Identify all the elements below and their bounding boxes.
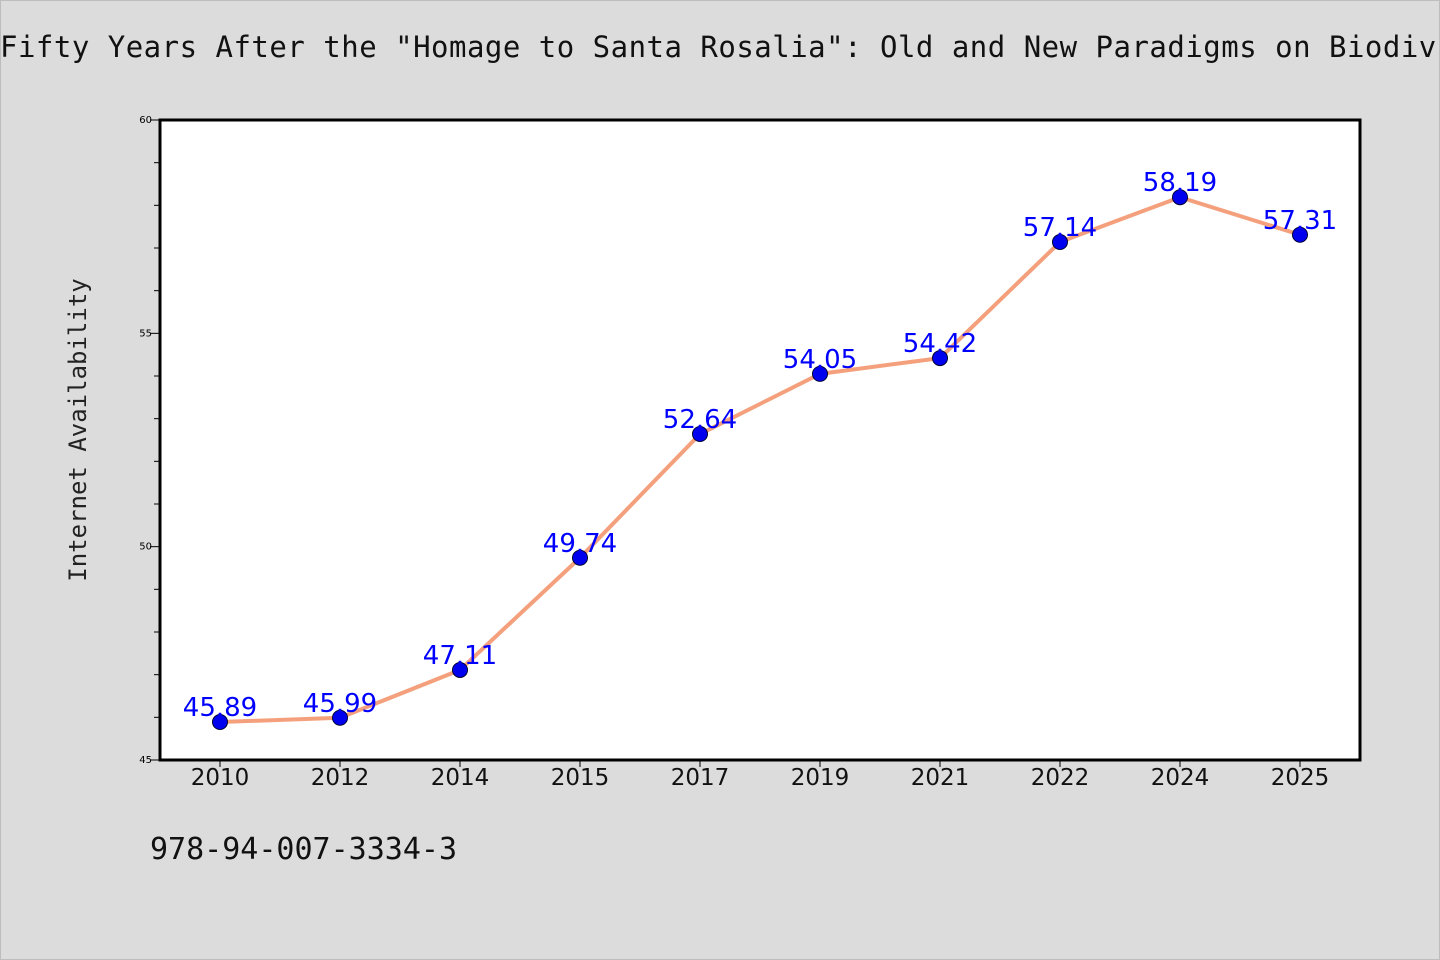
data-label: 45.89 [183, 693, 257, 723]
x-tick-label: 2010 [191, 765, 250, 791]
y-axis-label: Internet Availability [64, 278, 92, 581]
data-label: 57.14 [1023, 213, 1097, 243]
data-point [1172, 189, 1188, 206]
x-tick-label: 2022 [1031, 765, 1090, 791]
data-point [1052, 234, 1068, 251]
y-tick-label: 55 [139, 328, 152, 339]
data-label: 45.99 [303, 689, 377, 719]
data-label: 49.74 [543, 529, 617, 559]
plot-area [158, 118, 1362, 762]
x-tick-label: 2014 [431, 765, 490, 791]
series-line [218, 195, 1302, 725]
data-point [932, 350, 948, 367]
data-label: 54.42 [903, 329, 977, 359]
data-point [212, 714, 228, 731]
y-tick-label: 60 [139, 115, 152, 126]
x-tick-label: 2019 [791, 765, 850, 791]
data-point [572, 549, 588, 566]
data-point [332, 709, 348, 726]
x-tick-label: 2012 [311, 765, 370, 791]
data-point [1292, 226, 1308, 243]
data-point [452, 661, 468, 678]
x-tick-label: 2024 [1151, 765, 1210, 791]
x-tick-label: 2017 [671, 765, 730, 791]
data-label: 54.05 [783, 345, 857, 375]
data-label: 52.64 [663, 405, 737, 435]
data-point [812, 365, 828, 382]
y-tick-label: 45 [139, 755, 152, 766]
chart-title: Fifty Years After the "Homage to Santa R… [0, 30, 1437, 64]
x-tick-label: 2021 [911, 765, 970, 791]
data-label: 58.19 [1143, 168, 1217, 198]
x-tick-label: 2025 [1271, 765, 1330, 791]
data-label: 57.31 [1263, 206, 1337, 236]
data-label: 47.11 [423, 641, 497, 671]
x-tick-label: 2015 [551, 765, 610, 791]
y-tick-label: 50 [139, 542, 152, 553]
isbn-footnote: 978-94-007-3334-3 [150, 832, 458, 867]
data-point [692, 426, 708, 443]
